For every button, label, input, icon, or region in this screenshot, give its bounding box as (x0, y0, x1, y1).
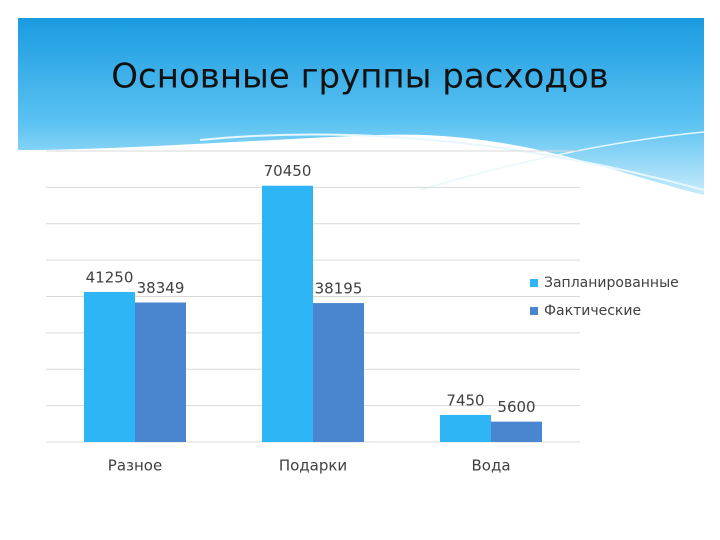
data-label: 7450 (446, 391, 484, 409)
bar (313, 303, 364, 442)
header-wave (18, 18, 704, 195)
data-label: 38349 (137, 279, 185, 297)
wave-line (199, 133, 705, 191)
legend-swatch (530, 307, 538, 315)
data-label: 41250 (86, 268, 134, 286)
x-tick-label: Разное (108, 457, 162, 475)
bar (440, 414, 491, 442)
bar (135, 302, 186, 442)
x-tick-label: Вода (471, 457, 510, 475)
bar (84, 291, 135, 442)
data-label: 70450 (264, 162, 312, 180)
x-tick-label: Подарки (279, 457, 347, 475)
bar (491, 421, 542, 442)
wave-line (419, 131, 705, 191)
legend-label: Фактические (544, 303, 641, 319)
legend-label: Запланированные (544, 275, 679, 291)
data-label: 38195 (315, 280, 363, 298)
legend-swatch (530, 279, 538, 287)
bar (262, 185, 313, 442)
data-label: 5600 (497, 398, 535, 416)
chart-title: Основные группы расходов (111, 57, 608, 97)
